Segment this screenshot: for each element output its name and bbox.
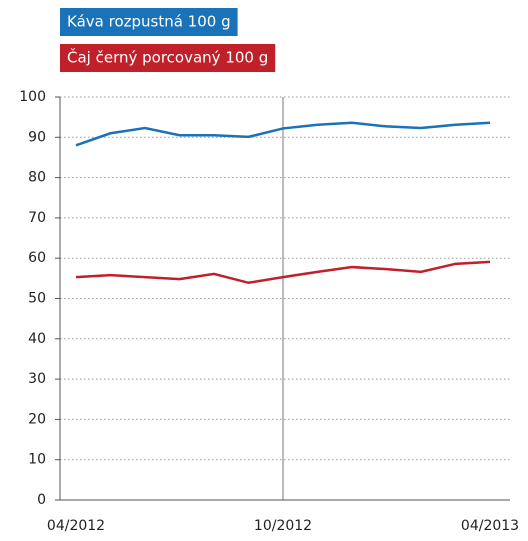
y-tick-label: 10 bbox=[28, 452, 46, 468]
y-tick-label: 80 bbox=[28, 170, 46, 186]
legend-label: Čaj černý porcovaný 100 g bbox=[67, 48, 268, 67]
y-tick-label: 70 bbox=[28, 210, 46, 226]
line-series bbox=[75, 121, 491, 147]
y-tick-label: 20 bbox=[28, 411, 46, 427]
x-tick-label: 10/2012 bbox=[254, 518, 312, 534]
legend-swatch bbox=[60, 44, 276, 72]
line-series bbox=[75, 260, 491, 285]
y-tick-label: 60 bbox=[28, 250, 46, 266]
y-tick-label: 40 bbox=[28, 331, 46, 347]
x-tick-label: 04/2012 bbox=[47, 518, 105, 534]
legend-swatch bbox=[60, 8, 238, 36]
legend-label: Káva rozpustná 100 g bbox=[67, 13, 231, 31]
y-tick-label: 100 bbox=[19, 89, 46, 105]
y-tick-label: 50 bbox=[28, 291, 46, 307]
y-tick-label: 0 bbox=[37, 492, 46, 508]
y-tick-label: 90 bbox=[28, 129, 46, 145]
x-tick-label: 04/2013 bbox=[461, 518, 519, 534]
y-tick-label: 30 bbox=[28, 371, 46, 387]
